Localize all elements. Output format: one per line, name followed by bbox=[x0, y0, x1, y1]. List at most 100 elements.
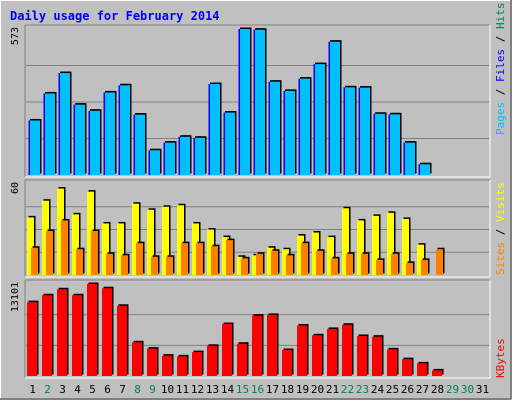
bar-visits-day-8 bbox=[132, 203, 139, 275]
side-label-part: Files bbox=[494, 49, 507, 82]
bar-visits-day-13 bbox=[207, 229, 214, 275]
bar-pages-day-14 bbox=[225, 112, 235, 175]
bar-pages-day-3 bbox=[60, 73, 70, 175]
bar-kbytes-day-22 bbox=[342, 324, 352, 376]
bar-kbytes-day-15 bbox=[237, 343, 247, 376]
bar-kbytes-day-26 bbox=[402, 359, 412, 376]
bar-sites-day-14 bbox=[226, 240, 233, 275]
side-label-part: Sites bbox=[494, 242, 507, 275]
bar-kbytes-day-16 bbox=[252, 315, 262, 376]
bar-visits-day-26 bbox=[402, 218, 409, 275]
bar-visits-day-27 bbox=[417, 244, 424, 275]
bar-kbytes-day-2 bbox=[42, 295, 52, 376]
bar-kbytes-day-6 bbox=[102, 288, 112, 376]
day-label-25: 25 bbox=[386, 383, 399, 396]
bar-pages-day-2 bbox=[45, 93, 55, 175]
bar-visits-day-12 bbox=[192, 223, 199, 275]
day-label-5: 5 bbox=[89, 383, 96, 396]
bar-kbytes-day-9 bbox=[147, 348, 157, 376]
bar-sites-day-19 bbox=[301, 243, 308, 275]
bar-pages-day-18 bbox=[285, 90, 295, 175]
bar-visits-day-21 bbox=[327, 237, 334, 275]
day-label-17: 17 bbox=[266, 383, 279, 396]
day-label-28: 28 bbox=[431, 383, 444, 396]
bar-sites-day-27 bbox=[421, 259, 428, 275]
bar-kbytes-day-17 bbox=[267, 314, 277, 376]
ymax-label-hits: 573 bbox=[10, 27, 21, 45]
bar-visits-day-11 bbox=[177, 205, 184, 275]
bar-visits-day-6 bbox=[102, 223, 109, 275]
day-label-20: 20 bbox=[311, 383, 324, 396]
bar-visits-day-18 bbox=[282, 249, 289, 275]
bar-visits-day-2 bbox=[42, 200, 49, 275]
bar-visits-day-20 bbox=[312, 232, 319, 275]
bar-sites-day-26 bbox=[406, 262, 413, 275]
bar-pages-day-5 bbox=[90, 110, 100, 175]
bar-pages-day-4 bbox=[75, 104, 85, 175]
panel-kbytes: 13101 bbox=[10, 279, 491, 379]
bar-sites-day-1 bbox=[31, 247, 38, 275]
day-label-19: 19 bbox=[296, 383, 309, 396]
bar-sites-day-16 bbox=[256, 253, 263, 275]
day-label-21: 21 bbox=[326, 383, 339, 396]
day-label-29: 29 bbox=[446, 383, 459, 396]
bar-visits-day-3 bbox=[57, 188, 64, 275]
bar-sites-day-13 bbox=[211, 246, 218, 275]
bar-pages-day-9 bbox=[150, 150, 160, 175]
bar-pages-day-13 bbox=[210, 84, 220, 175]
panel-visits: 60 bbox=[10, 179, 491, 278]
bar-visits-day-22 bbox=[342, 208, 349, 275]
bar-kbytes-day-3 bbox=[57, 289, 67, 376]
bar-kbytes-day-18 bbox=[282, 350, 292, 376]
bar-sites-day-18 bbox=[286, 255, 293, 275]
bar-kbytes-day-4 bbox=[72, 295, 82, 376]
bar-pages-day-1 bbox=[30, 120, 40, 175]
day-label-18: 18 bbox=[281, 383, 294, 396]
bar-sites-day-25 bbox=[391, 253, 398, 275]
bar-sites-day-15 bbox=[241, 258, 248, 275]
bar-pages-day-15 bbox=[240, 29, 250, 175]
bar-sites-day-17 bbox=[271, 250, 278, 275]
bar-sites-day-6 bbox=[106, 253, 113, 275]
bar-kbytes-day-8 bbox=[132, 342, 142, 376]
bar-sites-day-8 bbox=[136, 243, 143, 275]
bar-kbytes-day-5 bbox=[87, 284, 97, 376]
bar-kbytes-day-13 bbox=[207, 345, 217, 376]
side-label-part: Hits bbox=[494, 3, 507, 30]
day-label-22: 22 bbox=[341, 383, 354, 396]
bar-sites-day-12 bbox=[196, 243, 203, 275]
bar-kbytes-day-19 bbox=[297, 325, 307, 376]
day-label-30: 30 bbox=[461, 383, 474, 396]
bar-visits-day-23 bbox=[357, 220, 364, 275]
bar-visits-day-17 bbox=[267, 247, 274, 275]
bar-sites-day-21 bbox=[331, 258, 338, 275]
side-label-hits: Pages / Files / Hits bbox=[494, 3, 507, 136]
chart-title: Daily usage for February 2014 bbox=[10, 9, 220, 23]
day-label-26: 26 bbox=[401, 383, 414, 396]
day-label-23: 23 bbox=[356, 383, 369, 396]
bar-pages-day-12 bbox=[195, 137, 205, 175]
bar-sites-day-9 bbox=[151, 256, 158, 275]
side-label-part: Visits bbox=[494, 182, 507, 222]
day-label-6: 6 bbox=[104, 383, 111, 396]
bar-pages-day-26 bbox=[405, 142, 415, 175]
bar-visits-day-7 bbox=[117, 223, 124, 275]
side-label-part: / bbox=[494, 82, 507, 102]
day-label-7: 7 bbox=[119, 383, 126, 396]
side-label-part: / bbox=[494, 29, 507, 49]
bar-pages-day-16 bbox=[255, 29, 265, 175]
bar-visits-day-10 bbox=[162, 206, 169, 275]
day-label-1: 1 bbox=[29, 383, 36, 396]
bar-sites-day-3 bbox=[61, 220, 68, 275]
bar-pages-day-21 bbox=[330, 41, 340, 176]
bar-kbytes-day-28 bbox=[432, 370, 442, 376]
bar-kbytes-day-7 bbox=[117, 305, 127, 376]
day-label-16: 16 bbox=[251, 383, 264, 396]
bar-pages-day-24 bbox=[375, 113, 385, 175]
bar-kbytes-day-12 bbox=[192, 352, 202, 376]
day-label-9: 9 bbox=[149, 383, 156, 396]
bar-visits-day-19 bbox=[297, 235, 304, 275]
bar-visits-day-24 bbox=[372, 215, 379, 275]
bar-sites-day-20 bbox=[316, 250, 323, 275]
